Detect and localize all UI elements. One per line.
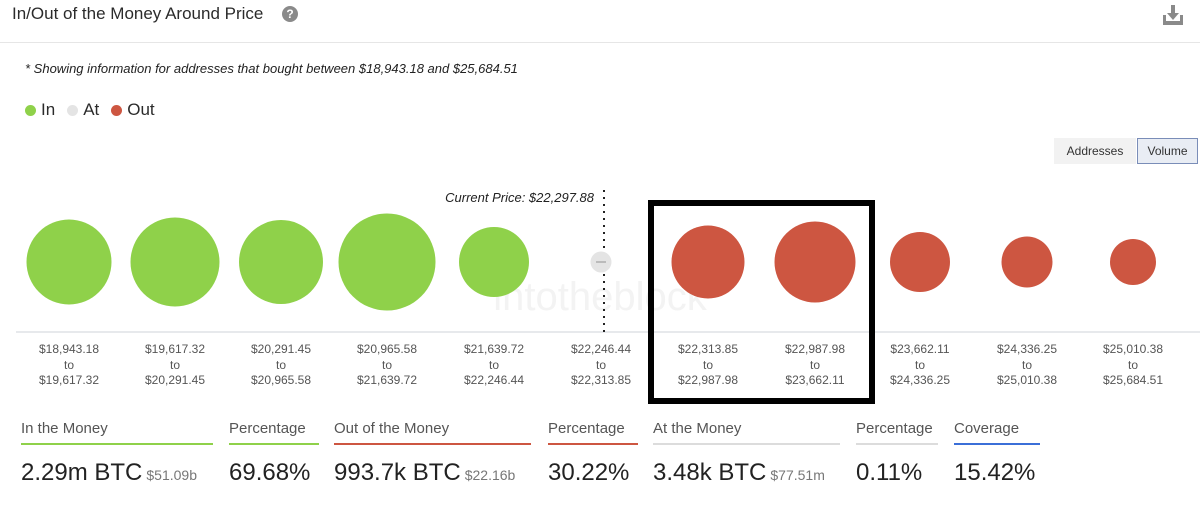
bubble-in bbox=[338, 213, 436, 311]
bucket-to-label: $23,662.11 bbox=[785, 373, 844, 387]
bubble-out bbox=[890, 232, 950, 292]
legend-item-in[interactable]: In bbox=[25, 100, 55, 120]
stat-out-of-the-money: Out of the Money 993.7k BTC $22.16b bbox=[334, 420, 531, 487]
stat-value-in-pct: 69.68% bbox=[229, 459, 311, 486]
watermark-text: intotheblock bbox=[493, 275, 707, 319]
bucket-to-word: to bbox=[64, 358, 74, 372]
stat-at-percentage: Percentage 0.11% bbox=[856, 420, 938, 487]
chart-header: In/Out of the Money Around Price ? bbox=[0, 0, 1200, 43]
bubble-in bbox=[239, 220, 323, 304]
bucket-to-label: $25,010.38 bbox=[997, 373, 1057, 387]
bucket-to-word: to bbox=[596, 358, 606, 372]
download-icon[interactable] bbox=[1162, 4, 1184, 26]
bubble-out bbox=[774, 221, 856, 303]
stat-value-out-pct: 30.22% bbox=[548, 459, 630, 486]
legend-item-at[interactable]: At bbox=[67, 100, 99, 120]
legend-item-out[interactable]: Out bbox=[111, 100, 155, 120]
stat-label-at-pct: Percentage bbox=[856, 420, 933, 437]
stat-value-at-pct: 0.11% bbox=[856, 459, 923, 486]
legend-label-out: Out bbox=[127, 100, 155, 119]
stat-value-in: 2.29m BTC $51.09b bbox=[21, 459, 213, 487]
stat-value-at: 3.48k BTC $77.51m bbox=[653, 459, 840, 487]
stat-coverage: Coverage 15.42% bbox=[954, 420, 1040, 487]
bubble-chart: intotheblock Current Price: $22,297.88 $18… bbox=[16, 190, 1200, 387]
info-note: * Showing information for addresses that… bbox=[25, 61, 518, 76]
bubble-in bbox=[26, 219, 112, 305]
stat-line-out bbox=[334, 443, 531, 445]
legend-dot-in bbox=[25, 104, 36, 116]
stat-value-out-text: 993.7k BTC bbox=[334, 459, 461, 486]
bucket-to-label: $21,639.72 bbox=[357, 373, 417, 387]
bubble-out bbox=[1001, 236, 1053, 288]
stat-out-percentage: Percentage 30.22% bbox=[548, 420, 638, 487]
stat-label-coverage: Coverage bbox=[954, 420, 1020, 437]
stat-label-in-pct: Percentage bbox=[229, 420, 306, 437]
stats-panel: In the Money 2.29m BTC $51.09b Percentage… bbox=[0, 420, 1200, 529]
stat-sub-in: $51.09b bbox=[146, 467, 197, 483]
stat-value-out: 993.7k BTC $22.16b bbox=[334, 459, 531, 487]
bubble-in bbox=[130, 217, 220, 307]
bucket-from-label: $22,313.85 bbox=[678, 342, 738, 356]
bucket-to-word: to bbox=[170, 358, 180, 372]
stat-line-out-pct bbox=[548, 443, 638, 445]
stat-value-in-text: 2.29m BTC bbox=[21, 459, 143, 486]
bucket-from-label: $25,010.38 bbox=[1103, 342, 1163, 356]
chart-title: In/Out of the Money Around Price bbox=[12, 4, 264, 23]
volume-toggle-button[interactable]: Volume bbox=[1137, 138, 1198, 164]
stat-in-percentage: Percentage 69.68% bbox=[229, 420, 319, 487]
bucket-from-label: $20,965.58 bbox=[357, 342, 417, 356]
stat-line-in-pct bbox=[229, 443, 319, 445]
bucket-from-label: $22,987.98 bbox=[785, 342, 845, 356]
stat-label-out: Out of the Money bbox=[334, 420, 450, 437]
stat-label-out-pct: Percentage bbox=[548, 420, 625, 437]
bucket-to-label: $20,965.58 bbox=[251, 373, 311, 387]
legend-dot-at bbox=[67, 104, 79, 116]
bubble-out bbox=[1110, 239, 1156, 285]
stat-sub-at: $77.51m bbox=[770, 467, 825, 483]
stat-value-coverage: 15.42% bbox=[954, 459, 1036, 486]
legend-label-in: In bbox=[41, 100, 56, 119]
bucket-to-word: to bbox=[810, 358, 820, 372]
stat-sub-out: $22.16b bbox=[464, 467, 516, 483]
bucket-from-label: $21,639.72 bbox=[464, 342, 524, 356]
bucket-to-label: $24,336.25 bbox=[890, 373, 950, 387]
addresses-toggle-button[interactable]: Addresses bbox=[1054, 138, 1136, 164]
bucket-to-label: $20,291.45 bbox=[145, 373, 205, 387]
bubble-out bbox=[671, 225, 745, 299]
bucket-to-label: $25,684.51 bbox=[1103, 373, 1163, 387]
legend: In At Out bbox=[25, 100, 167, 120]
bubble-in bbox=[459, 227, 529, 297]
bucket-to-word: to bbox=[276, 358, 286, 372]
stat-label-in: In the Money bbox=[21, 420, 108, 437]
bucket-to-label: $19,617.32 bbox=[39, 373, 99, 387]
bucket-to-word: to bbox=[703, 358, 713, 372]
stat-in-the-money: In the Money 2.29m BTC $51.09b bbox=[21, 420, 213, 487]
bucket-to-label: $22,246.44 bbox=[464, 373, 524, 387]
bucket-to-label: $22,313.85 bbox=[571, 373, 631, 387]
stat-line-in bbox=[21, 443, 213, 445]
bucket-to-word: to bbox=[915, 358, 925, 372]
legend-dot-out bbox=[111, 104, 123, 116]
bucket-from-label: $19,617.32 bbox=[145, 342, 205, 356]
bucket-to-word: to bbox=[1022, 358, 1032, 372]
bucket-from-label: $18,943.18 bbox=[39, 342, 99, 356]
legend-label-at: At bbox=[83, 100, 100, 119]
bucket-to-word: to bbox=[489, 358, 499, 372]
bucket-to-word: to bbox=[382, 358, 392, 372]
bucket-to-word: to bbox=[1128, 358, 1138, 372]
highlight-box bbox=[648, 200, 875, 404]
question-circle-icon[interactable]: ? bbox=[282, 6, 298, 22]
stat-line-at-pct bbox=[856, 443, 938, 445]
bucket-from-label: $23,662.11 bbox=[890, 342, 949, 356]
bucket-from-label: $22,246.44 bbox=[571, 342, 631, 356]
stat-line-at bbox=[653, 443, 840, 445]
stat-at-the-money: At the Money 3.48k BTC $77.51m bbox=[653, 420, 840, 487]
bucket-from-label: $24,336.25 bbox=[997, 342, 1057, 356]
stat-label-at: At the Money bbox=[653, 420, 742, 437]
stat-line-coverage bbox=[954, 443, 1040, 445]
stat-value-at-text: 3.48k BTC bbox=[653, 459, 767, 486]
bucket-to-label: $22,987.98 bbox=[678, 373, 738, 387]
current-price-label: Current Price: $22,297.88 bbox=[445, 190, 595, 205]
bucket-from-label: $20,291.45 bbox=[251, 342, 311, 356]
